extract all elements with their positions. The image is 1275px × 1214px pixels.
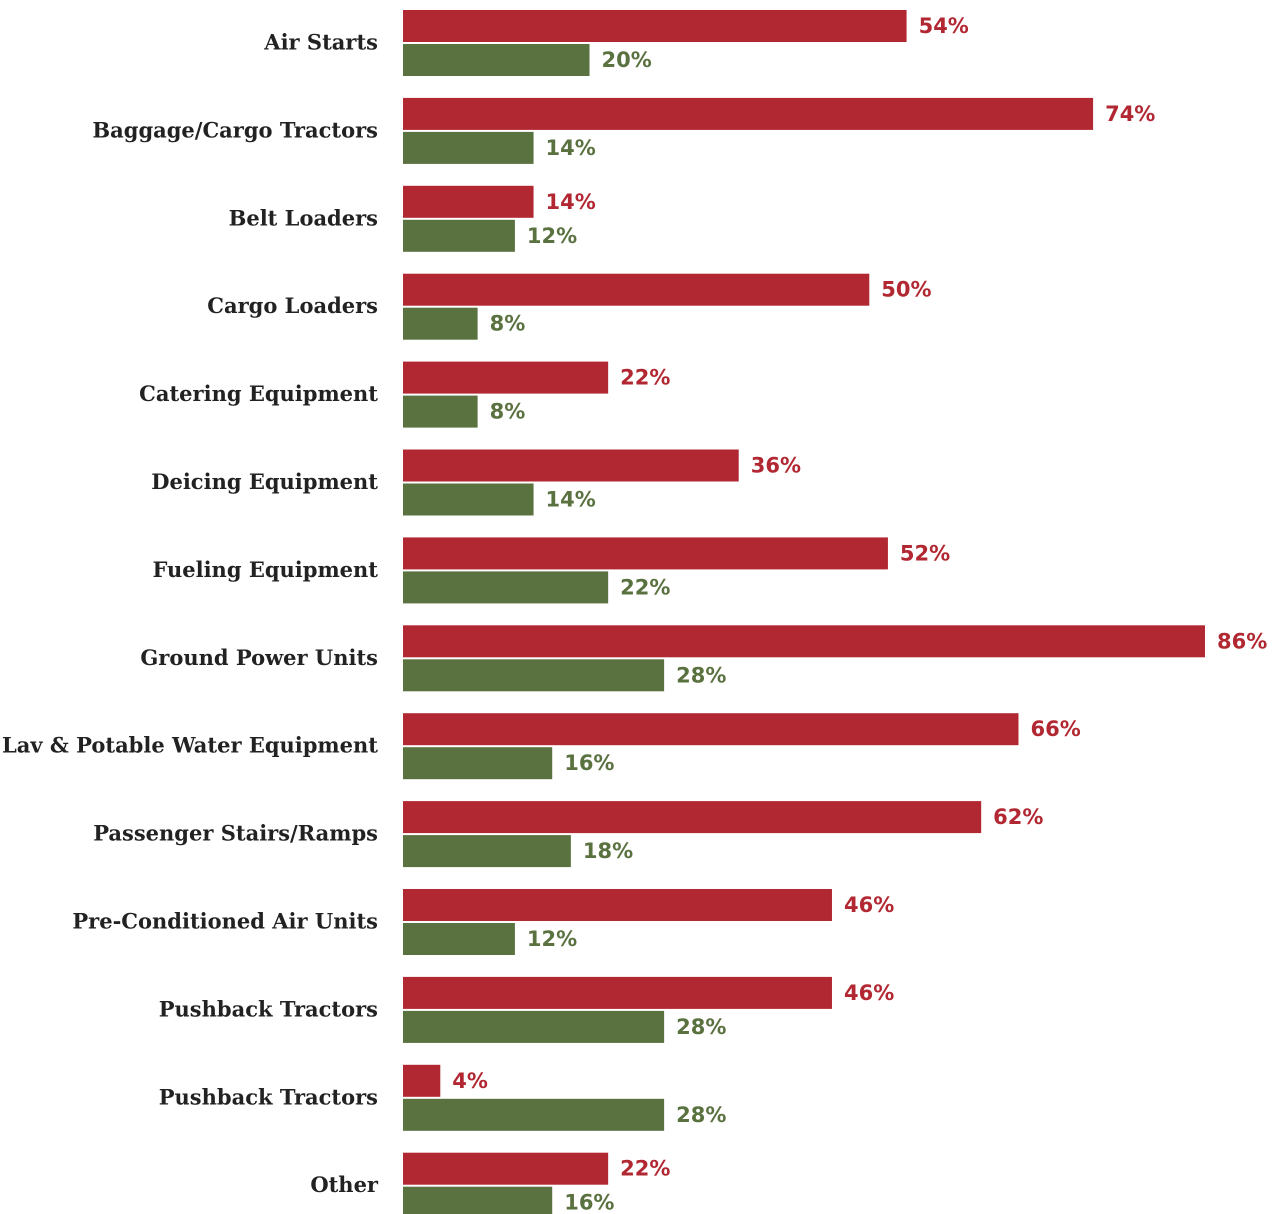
bar [403,449,739,482]
category-label: Baggage/Cargo Tractors [92,117,378,142]
category-label: Deicing Equipment [151,469,378,494]
value-label: 8% [490,400,526,424]
value-label: 28% [676,663,726,687]
bar [403,1186,553,1214]
value-label: 18% [583,839,633,863]
value-label: 8% [490,312,526,336]
bar [403,395,478,428]
bar [403,713,1019,746]
value-label: 62% [993,805,1043,829]
value-label: 14% [546,190,596,214]
category-label: Pushback Tractors [159,996,378,1021]
category-label: Pushback Tractors [159,1084,378,1109]
bar [403,659,665,692]
bar [403,10,907,42]
value-label: 4% [452,1069,488,1093]
bar [403,625,1205,658]
value-label: 22% [620,1157,670,1181]
bar [403,44,590,76]
bar [403,483,534,516]
bar [403,131,534,164]
bar [403,1064,441,1097]
bar [403,185,534,218]
value-label: 36% [751,454,801,478]
bar [403,1098,665,1131]
bar [403,571,609,604]
bar [403,1152,609,1185]
bar [403,747,553,780]
value-label: 54% [919,14,969,38]
bar [403,923,515,955]
bar [403,97,1094,130]
bar [403,537,888,570]
value-label: 28% [676,1015,726,1039]
value-label: 14% [546,136,596,160]
value-label: 12% [527,927,577,951]
value-label: 28% [676,1103,726,1127]
bar [403,307,478,340]
value-label: 12% [527,224,577,248]
bar [403,273,870,306]
bar [403,835,571,868]
category-label: Ground Power Units [140,645,378,670]
category-label: Other [310,1172,379,1197]
bar [403,1010,665,1043]
value-label: 86% [1217,629,1267,653]
value-label: 66% [1030,717,1080,741]
value-label: 46% [844,981,894,1005]
value-label: 74% [1105,102,1155,126]
value-label: 52% [900,541,950,565]
value-label: 16% [564,751,614,775]
category-label: Air Starts [263,30,378,55]
value-label: 46% [844,893,894,917]
value-label: 14% [546,488,596,512]
category-label: Fueling Equipment [152,557,378,582]
value-label: 16% [564,1191,614,1214]
category-label: Cargo Loaders [207,293,378,318]
bar [403,361,609,394]
category-label: Lav & Potable Water Equipment [2,733,378,758]
category-label: Passenger Stairs/Ramps [93,821,378,846]
value-label: 22% [620,575,670,599]
bar [403,219,515,252]
category-label: Belt Loaders [229,205,378,230]
category-label: Catering Equipment [139,381,378,406]
value-label: 22% [620,366,670,390]
bar [403,889,832,921]
bar [403,976,832,1009]
value-label: 50% [881,278,931,302]
bar [403,801,982,834]
value-label: 20% [602,48,652,72]
category-label: Pre-Conditioned Air Units [72,909,378,934]
